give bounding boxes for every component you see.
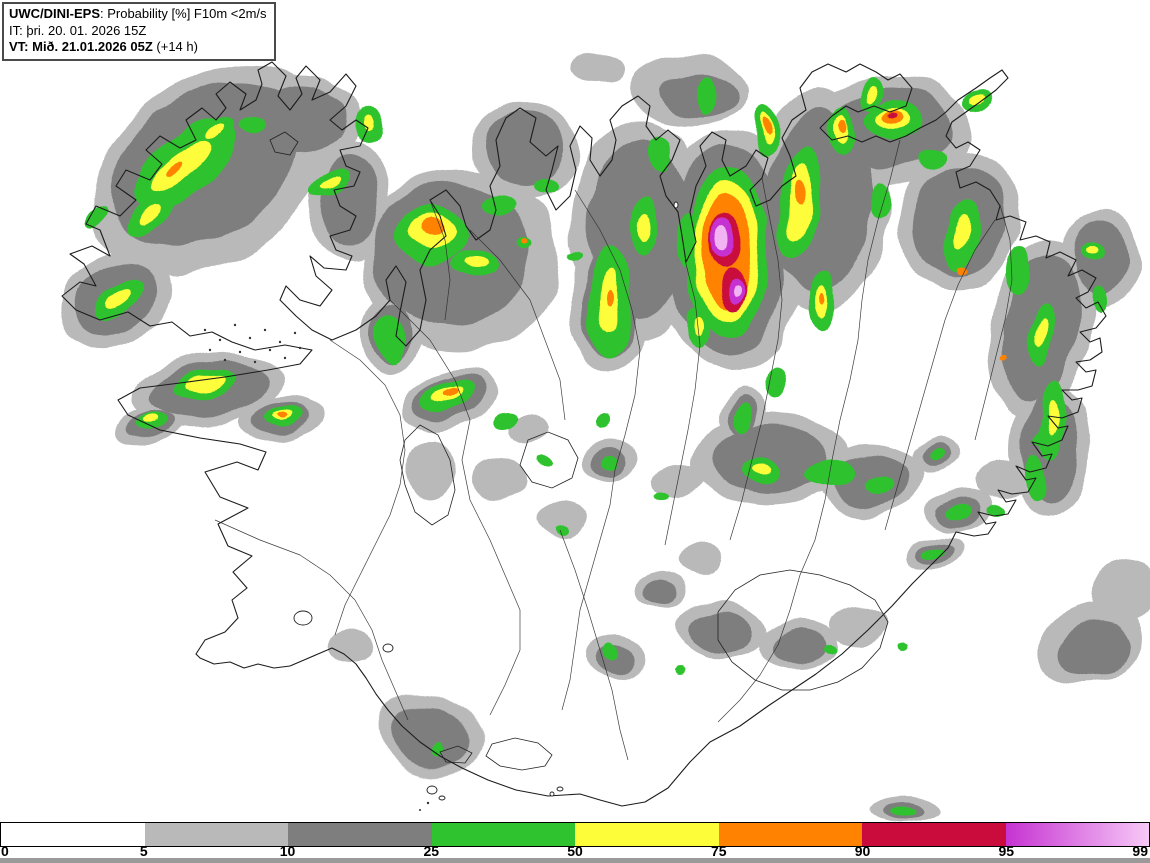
- legend-tick-10: 10: [279, 843, 296, 859]
- myrdalsjokull-outline: [485, 737, 553, 771]
- legend-segment-95-99: [1005, 823, 1149, 846]
- legend-tick-labels: 0 5 10 25 50 75 90 95 99: [0, 843, 1150, 859]
- valid-time: VT: Mið. 21.01.2026 05Z: [9, 39, 153, 54]
- lakes: [293, 610, 394, 653]
- legend-tick-50: 50: [567, 843, 583, 859]
- init-time-line: IT: þri. 20. 01. 2026 15Z: [9, 22, 147, 38]
- legend-segment-0-5: [1, 823, 145, 846]
- map-title-box: UWC/DINI-EPS: Probability [%] F10m <2m/s…: [2, 2, 276, 61]
- legend-segment-5-10: [144, 823, 288, 846]
- legend-segment-10-25: [288, 823, 432, 846]
- legend-segment-50-75: [575, 823, 719, 846]
- legend-tick-95: 95: [998, 843, 1015, 859]
- langjokull-outline: [399, 424, 456, 526]
- legend-tick-0: 0: [1, 843, 9, 859]
- title-line: UWC/DINI-EPS: Probability [%] F10m <2m/s: [9, 6, 267, 23]
- vestmannaeyjar-island: [426, 785, 438, 795]
- probability-field-layers: [58, 55, 1150, 822]
- model-name: UWC/DINI-EPS: [9, 6, 100, 21]
- legend-tick-5: 5: [139, 843, 148, 859]
- vatnajokull-outline: [717, 569, 889, 691]
- iceland-probability-map: [58, 55, 1150, 822]
- iceland-coastline: [61, 61, 1107, 807]
- glacier-outlines: [269, 131, 889, 771]
- legend-segment-75-90: [718, 823, 862, 846]
- legend-segment-90-95: [862, 823, 1006, 846]
- legend-color-bar: [0, 822, 1150, 847]
- hofsjokull-outline: [519, 431, 579, 489]
- legend-tick-75: 75: [710, 843, 727, 859]
- hrisey-island: [673, 201, 679, 209]
- valid-time-line: VT: Mið. 21.01.2026 05Z (+14 h): [9, 39, 267, 56]
- legend-tick-99: 99: [1132, 843, 1148, 859]
- legend-tick-90: 90: [854, 843, 871, 859]
- probability-legend: 0 5 10 25 50 75 90 95 99: [0, 822, 1150, 863]
- inland-boundaries: [214, 139, 1013, 761]
- legend-bottom-strip: [0, 858, 1150, 863]
- prob-layer-gt99: [716, 225, 742, 298]
- islands: [203, 201, 679, 811]
- parameter-title: : Probability [%] F10m <2m/s: [100, 6, 267, 21]
- drangajokull-outline: [269, 131, 299, 156]
- thingvallavatn-lake: [293, 610, 313, 626]
- eyjafjallajokull-outline: [439, 745, 473, 764]
- legend-segment-25-50: [431, 823, 575, 846]
- geography-linework: [61, 61, 1107, 811]
- lead-time: (+14 h): [152, 39, 198, 54]
- legend-tick-25: 25: [423, 843, 440, 859]
